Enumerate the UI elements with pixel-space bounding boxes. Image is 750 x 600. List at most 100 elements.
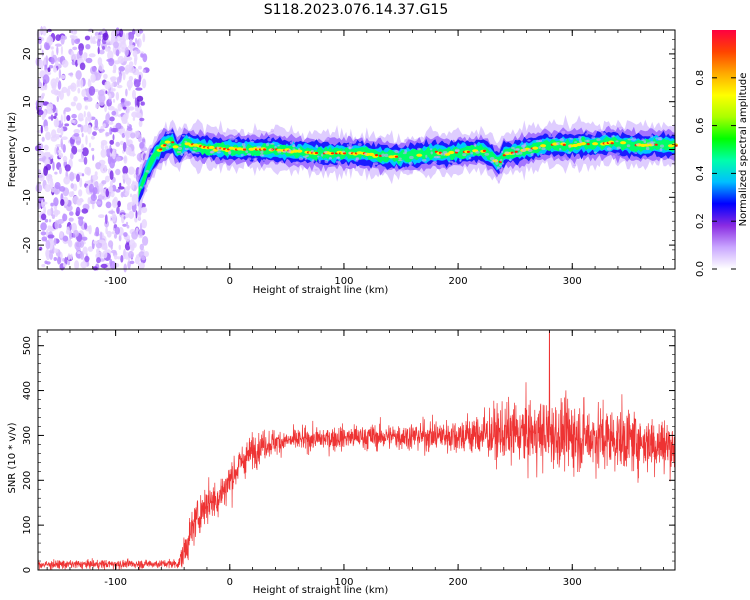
- noise-blob: [84, 180, 92, 184]
- ridge-halo-speck: [242, 145, 246, 149]
- noise-blob: [138, 120, 143, 128]
- noise-blob: [111, 82, 114, 87]
- noise-blob: [109, 180, 113, 187]
- spectrogram-y-axis-label: Frequency (Hz): [7, 112, 18, 188]
- ridge-halo-speck: [634, 152, 638, 155]
- noise-blob: [139, 243, 144, 251]
- ridge-halo-speck: [409, 171, 413, 173]
- ridge-halo-speck: [562, 157, 566, 161]
- noise-blob: [53, 237, 57, 246]
- ridge-halo-speck: [504, 151, 510, 154]
- noise-blob: [78, 189, 83, 197]
- noise-blob: [46, 103, 54, 111]
- noise-blob: [122, 106, 128, 110]
- figure-title: S118.2023.076.14.37.G15: [264, 2, 449, 18]
- ridge-halo-speck: [245, 150, 249, 154]
- noise-blob: [60, 142, 64, 150]
- noise-blob: [128, 210, 135, 219]
- noise-blob: [50, 88, 58, 95]
- noise-blob: [40, 231, 47, 236]
- noise-blob: [41, 49, 44, 57]
- noise-blob: [52, 161, 55, 171]
- ridge-halo-speck: [574, 141, 578, 143]
- noise-blob: [109, 158, 115, 169]
- noise-blob: [141, 256, 146, 261]
- noise-blob: [53, 67, 58, 73]
- noise-blob: [98, 128, 105, 132]
- ridge-core-peak: [586, 143, 590, 146]
- ridge-halo-speck: [591, 136, 596, 139]
- ridge-halo-speck: [217, 148, 222, 152]
- ridge-halo-speck: [651, 141, 656, 144]
- ridge-halo-speck: [523, 142, 527, 146]
- noise-blob: [139, 228, 143, 237]
- noise-blob: [58, 69, 62, 79]
- noise-blob: [122, 165, 129, 175]
- noise-blob: [110, 77, 116, 83]
- noise-blob: [96, 248, 100, 255]
- ridge-halo-speck: [615, 152, 620, 156]
- noise-blob: [115, 49, 120, 57]
- noise-blob: [122, 71, 126, 81]
- noise-blob: [44, 184, 51, 193]
- noise-blob: [67, 85, 75, 90]
- ridge-halo-speck: [549, 154, 552, 159]
- y-tick-label: 10: [22, 95, 33, 108]
- noise-blob: [70, 101, 77, 107]
- noise-blob: [49, 180, 54, 190]
- ridge-halo-speck: [335, 160, 340, 164]
- noise-blob: [142, 236, 149, 246]
- ridge-core-blob: [540, 144, 547, 148]
- noise-blob: [115, 91, 120, 101]
- noise-blob: [81, 236, 88, 241]
- ridge-halo-speck: [303, 155, 307, 158]
- ridge-halo-speck: [636, 143, 640, 146]
- noise-blob: [93, 240, 98, 245]
- noise-blob: [57, 256, 61, 265]
- noise-blob: [113, 196, 119, 207]
- noise-blob: [69, 224, 72, 231]
- noise-blob: [122, 223, 128, 227]
- ridge-halo-speck: [355, 157, 360, 161]
- noise-blob: [47, 67, 51, 72]
- noise-blob: [50, 46, 54, 50]
- noise-blob: [123, 155, 128, 164]
- colorbar-tick-label: 0.8: [695, 70, 706, 86]
- noise-blob: [43, 205, 46, 215]
- noise-blob: [80, 78, 84, 89]
- noise-blob: [102, 250, 108, 259]
- noise-blob: [107, 105, 115, 111]
- ridge-halo-speck: [475, 150, 480, 154]
- ridge-core-blob: [164, 140, 171, 144]
- noise-blob: [88, 142, 92, 148]
- noise-blob: [141, 78, 147, 89]
- noise-blob: [57, 150, 62, 153]
- ridge-halo-speck: [139, 186, 142, 189]
- ridge-halo-speck: [562, 141, 565, 144]
- colorbar-ticks: 0.0 0.2 0.4 0.6 0.8: [695, 70, 736, 277]
- ridge-halo-speck: [316, 155, 320, 158]
- ridge-halo-speck: [468, 157, 472, 160]
- noise-blob: [42, 201, 48, 205]
- noise-blob: [127, 31, 135, 41]
- ridge-halo-speck: [298, 157, 304, 161]
- ridge-halo-speck: [384, 168, 387, 173]
- noise-blob: [75, 136, 82, 146]
- noise-blob: [81, 89, 87, 98]
- noise-blob: [101, 180, 107, 185]
- noise-blob: [98, 62, 104, 72]
- noise-blob: [78, 158, 85, 163]
- ridge-halo-speck: [539, 153, 543, 157]
- noise-blob: [62, 263, 67, 268]
- ridge-core-peak: [171, 141, 175, 144]
- noise-blob: [90, 73, 96, 83]
- noise-blob: [100, 139, 108, 146]
- noise-blob: [40, 213, 47, 221]
- noise-blob: [48, 65, 54, 69]
- noise-blob: [125, 56, 133, 61]
- noise-blob: [106, 230, 112, 238]
- noise-blob: [109, 139, 114, 145]
- ridge-halo-speck: [573, 164, 577, 167]
- noise-blob: [85, 116, 88, 127]
- noise-blob: [97, 38, 101, 47]
